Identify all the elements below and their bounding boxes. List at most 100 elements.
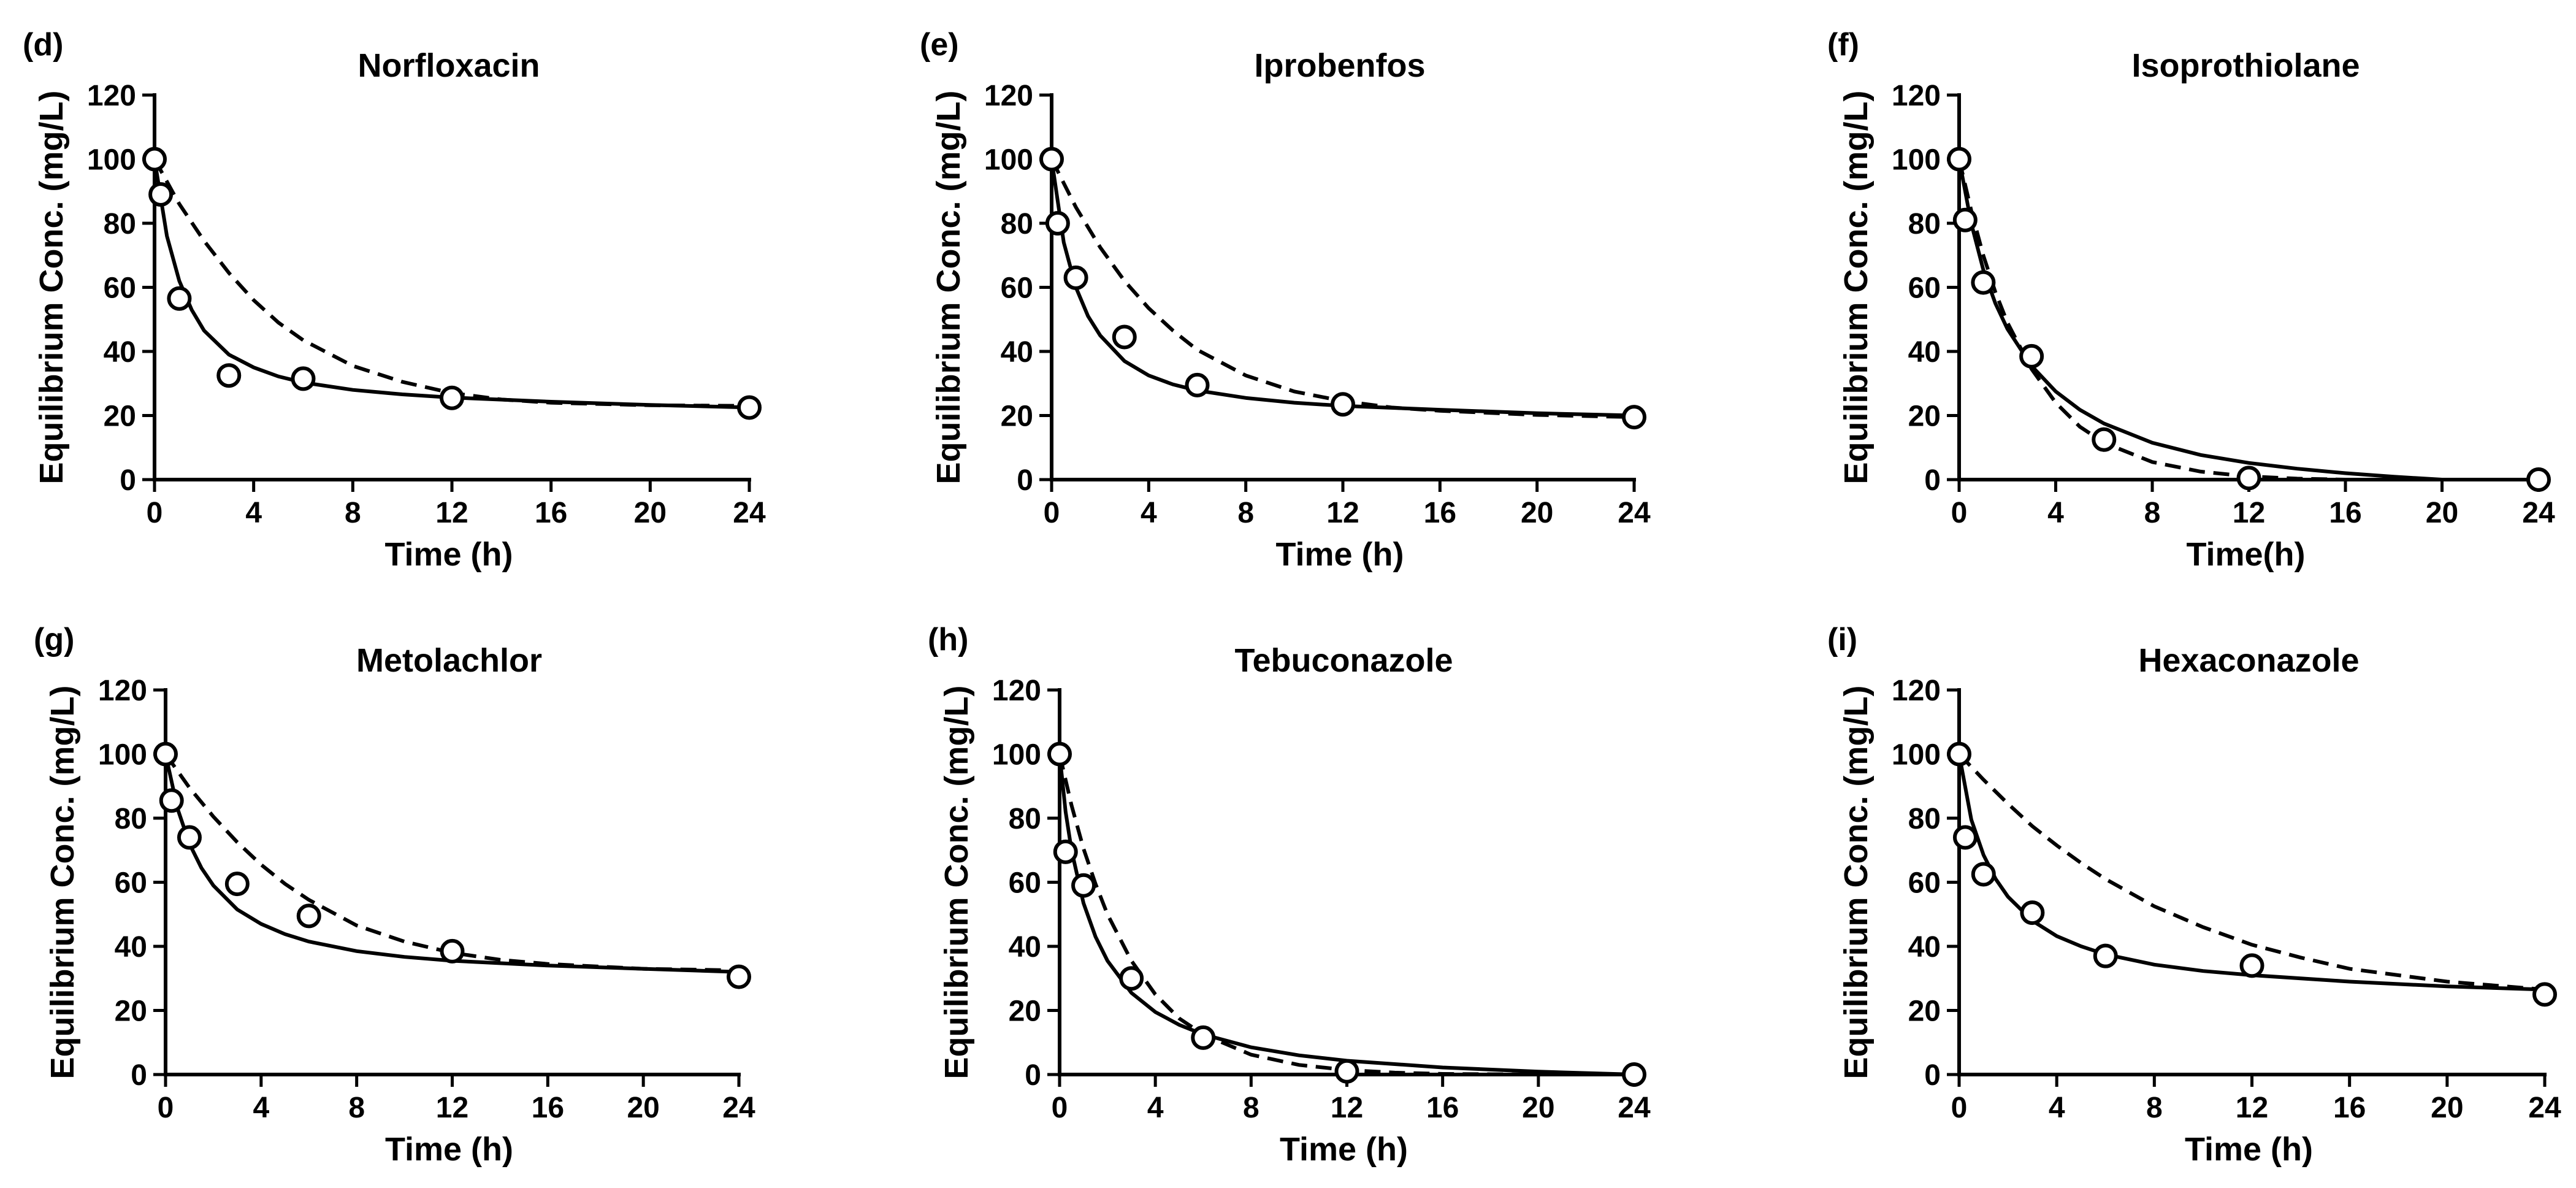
data-point: [216, 363, 242, 388]
fit-curve-dashed: [1957, 753, 2545, 992]
y-tick-label: 60: [115, 867, 147, 900]
data-point: [1063, 265, 1088, 290]
chart-title: Hexaconazole: [2138, 642, 2359, 679]
data-point: [440, 938, 465, 964]
x-tick-label: 20: [1522, 1092, 1554, 1124]
y-tick-label: 100: [87, 144, 136, 177]
data-point: [153, 742, 178, 767]
fit-curve-solid: [153, 159, 750, 410]
fit-curve-solid: [1050, 159, 1635, 418]
fit-curve-solid: [1957, 158, 2539, 481]
y-tick-label: 80: [104, 208, 136, 240]
data-point: [440, 385, 464, 410]
fit-curve-solid: [164, 753, 740, 974]
data-point: [1191, 1025, 1216, 1050]
y-tick-label: 120: [98, 675, 147, 707]
chart-panel: (d) Norfloxacin 0 20 40 60 80 100 120 0 4 8 12 16 20 24…: [23, 27, 766, 573]
x-tick-label: 4: [2047, 497, 2064, 529]
data-point: [291, 366, 316, 391]
fit-curve-dashed: [153, 158, 750, 408]
fit-curve-solid: [1058, 754, 1635, 1076]
x-tick-label: 4: [1141, 497, 1157, 529]
chart-panel: (e) Iprobenfos 0 20 40 60 80 100 120 0 4 8 12 16 20 24 T…: [920, 27, 1651, 573]
y-tick-label: 20: [115, 995, 147, 1028]
data-point: [1971, 270, 1996, 295]
data-point: [727, 964, 751, 989]
y-tick-label: 60: [1908, 272, 1941, 305]
x-tick-label: 24: [2528, 1092, 2561, 1124]
x-tick-label: 24: [1618, 1092, 1651, 1124]
data-point: [1045, 211, 1070, 236]
y-tick-label: 120: [87, 80, 136, 112]
x-tick-label: 20: [627, 1092, 659, 1124]
x-tick-label: 12: [2233, 497, 2265, 529]
y-tick-label: 120: [984, 80, 1033, 112]
x-tick-label: 12: [1326, 497, 1359, 529]
y-tick-label: 80: [1009, 803, 1041, 835]
chart-title: Isoprothiolane: [2131, 47, 2360, 84]
data-point: [167, 286, 192, 311]
data-point: [1119, 966, 1144, 991]
y-tick-label: 80: [1001, 208, 1033, 240]
x-tick-label: 4: [245, 497, 262, 529]
y-tick-label: 0: [1924, 1059, 1941, 1092]
chart-panel: (f) Isoprothiolane 0 20 40 60 80 100 120 0 4 8 12 16 2…: [1827, 27, 2555, 573]
x-tick-label: 16: [2329, 497, 2361, 529]
x-tick-label: 12: [435, 497, 468, 529]
x-tick-label: 12: [436, 1092, 468, 1124]
x-tick-label: 8: [2146, 1092, 2163, 1124]
data-point: [177, 825, 202, 850]
chart-title: Iprobenfos: [1255, 47, 1426, 84]
y-tick-label: 80: [1908, 208, 1941, 240]
data-point: [148, 182, 174, 207]
panel-letter: (h): [928, 622, 968, 657]
data-point: [1622, 1062, 1646, 1087]
panel-letter: (f): [1827, 27, 1859, 63]
data-point: [737, 395, 762, 420]
y-axis-label: Equilibrium Conc. (mg/L): [1838, 91, 1875, 485]
data-point: [1112, 324, 1137, 350]
y-tick-label: 120: [1892, 80, 1941, 112]
y-tick-label: 20: [1908, 995, 1941, 1028]
data-point: [296, 903, 321, 929]
panel-letter: (g): [34, 622, 74, 657]
y-tick-label: 20: [1001, 400, 1033, 433]
y-tick-label: 40: [115, 931, 147, 964]
chart-title: Norfloxacin: [357, 47, 540, 84]
x-tick-label: 8: [345, 497, 361, 529]
y-tick-label: 20: [1009, 995, 1041, 1028]
y-tick-label: 60: [104, 272, 136, 305]
x-axis-label: Time(h): [2186, 536, 2305, 573]
y-tick-label: 100: [98, 739, 147, 772]
x-tick-label: 4: [253, 1092, 269, 1124]
x-tick-label: 24: [2522, 497, 2555, 529]
x-tick-label: 12: [1331, 1092, 1363, 1124]
x-axis-label: Time (h): [1275, 536, 1404, 573]
data-point: [1185, 372, 1210, 397]
data-point: [1331, 392, 1355, 417]
chart-panel: (i) Hexaconazole 0 20 40 60 80 100 120 0 4 8 12 16 20 2…: [1827, 622, 2561, 1168]
x-tick-label: 20: [1521, 497, 1553, 529]
data-point: [1947, 742, 1971, 767]
y-tick-label: 100: [1892, 739, 1941, 772]
panel-letter: (i): [1827, 622, 1857, 657]
x-tick-label: 16: [532, 1092, 564, 1124]
data-point: [2526, 467, 2551, 492]
x-tick-label: 8: [2144, 497, 2161, 529]
y-tick-label: 60: [1009, 867, 1041, 900]
x-tick-label: 0: [1951, 1092, 1968, 1124]
data-point: [2239, 953, 2265, 978]
y-tick-label: 100: [984, 144, 1033, 177]
y-tick-label: 20: [104, 400, 136, 433]
y-tick-label: 120: [992, 675, 1041, 707]
y-tick-label: 60: [1001, 272, 1033, 305]
x-axis-label: Time (h): [384, 536, 513, 573]
x-tick-label: 0: [1052, 1092, 1068, 1124]
x-tick-label: 12: [2236, 1092, 2268, 1124]
data-point: [2532, 982, 2557, 1007]
fit-curve-dashed: [1050, 158, 1635, 420]
y-tick-label: 120: [1892, 675, 1941, 707]
y-tick-label: 40: [1908, 931, 1941, 964]
x-tick-label: 8: [1237, 497, 1254, 529]
